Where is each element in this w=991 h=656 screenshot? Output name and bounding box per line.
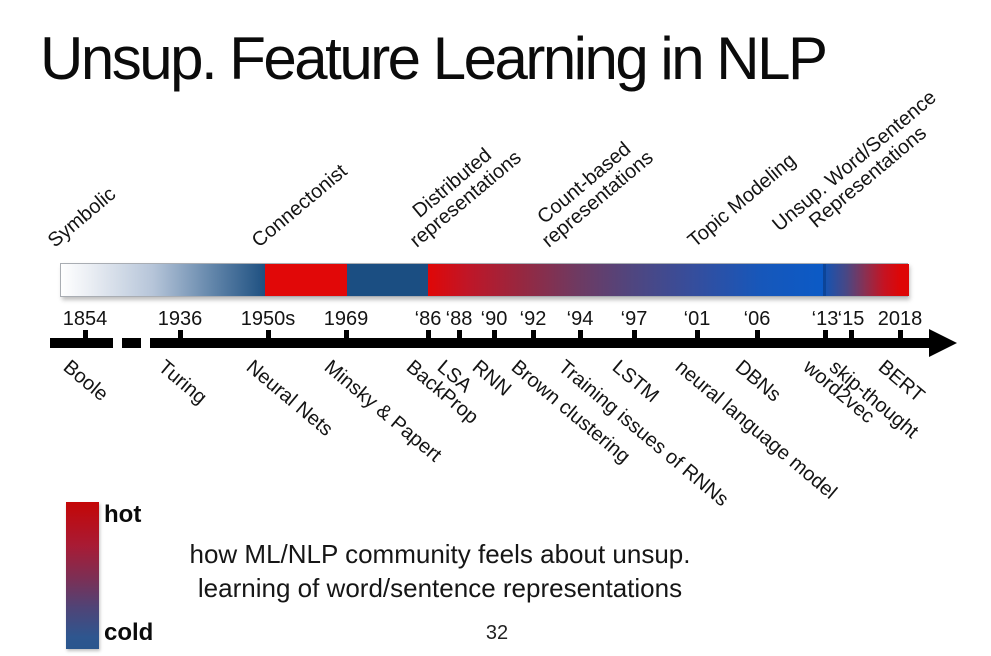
- heat-bar-divider: [823, 264, 826, 296]
- era-label-count-based-representations: Count-based representations: [525, 131, 657, 252]
- tick-15: [849, 330, 854, 339]
- year-label-1936: 1936: [157, 308, 203, 330]
- heat-segment-4: [428, 264, 823, 296]
- legend-gradient: [66, 502, 99, 649]
- year-label-1854: 1854: [62, 308, 108, 330]
- tick-90: [492, 330, 497, 339]
- tick-06: [755, 330, 760, 339]
- era-label-symbolic: Symbolic: [43, 182, 121, 252]
- era-label-distributed-representations: Distributed representations: [393, 131, 526, 252]
- year-label-1969: 1969: [323, 308, 369, 330]
- tick-13: [823, 330, 828, 339]
- page-number: 32: [485, 622, 509, 644]
- timeline-line-1: [50, 338, 113, 348]
- caption-line-2: learning of word/sentence representation…: [197, 573, 683, 603]
- year-label-90: ‘90: [480, 308, 508, 330]
- tick-97: [632, 330, 637, 339]
- timeline-arrow-icon: [929, 329, 957, 357]
- event-label-turing: Turing: [153, 356, 211, 409]
- tick-92: [531, 330, 536, 339]
- heat-segment-5: [826, 264, 909, 296]
- tick-86: [426, 330, 431, 339]
- tick-94: [578, 330, 583, 339]
- tick-1854: [83, 330, 88, 339]
- year-label-92: ‘92: [519, 308, 547, 330]
- tick-1936: [178, 330, 183, 339]
- event-label-dbns: DBNs: [730, 356, 786, 407]
- page-title: Unsup. Feature Learning in NLP: [40, 25, 828, 92]
- heat-segment-1: [61, 264, 265, 296]
- year-label-06: ‘06: [743, 308, 771, 330]
- tick-1969: [344, 330, 349, 339]
- year-label-94: ‘94: [566, 308, 594, 330]
- caption-line-1: how ML/NLP community feels about unsup.: [189, 539, 691, 569]
- year-label-01: ‘01: [683, 308, 711, 330]
- event-label-boole: Boole: [58, 356, 113, 406]
- timeline-line-3: [150, 338, 932, 348]
- year-label-97: ‘97: [620, 308, 648, 330]
- caption: how ML/NLP community feels about unsup. …: [138, 537, 742, 605]
- era-label-line: Representations: [805, 121, 931, 233]
- event-label-rnn: RNN: [467, 356, 516, 401]
- era-label-line: Connectonist: [247, 160, 352, 252]
- timeline-line-2: [122, 338, 141, 348]
- era-label-line: Symbolic: [43, 182, 121, 252]
- heat-segment-2: [265, 264, 347, 296]
- year-label-1950s: 1950s: [240, 308, 296, 330]
- year-label-86: ‘86: [414, 308, 442, 330]
- tick-1950s: [266, 330, 271, 339]
- year-label-15: ‘15: [837, 308, 865, 330]
- legend-cold-label: cold: [104, 619, 154, 646]
- tick-01: [695, 330, 700, 339]
- heat-segment-3: [347, 264, 428, 296]
- heat-bar: [60, 263, 909, 297]
- era-label-unsup-word-sentence-representations: Unsup. Word/Sentence Representations: [768, 86, 954, 252]
- year-label-2018: 2018: [877, 308, 923, 330]
- era-label-connectonist: Connectonist: [247, 160, 352, 252]
- legend-hot-label: hot: [104, 501, 142, 528]
- year-label-88: ‘88: [445, 308, 473, 330]
- tick-88: [457, 330, 462, 339]
- year-label-13: ‘13: [811, 308, 839, 330]
- tick-2018: [898, 330, 903, 339]
